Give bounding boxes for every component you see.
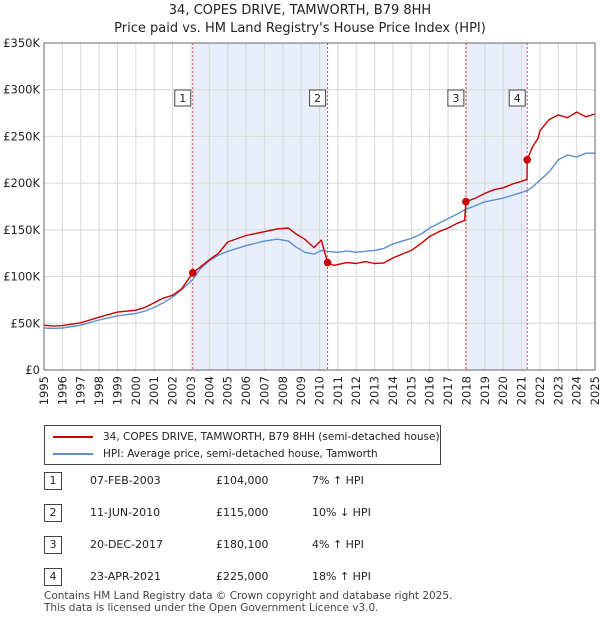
y-tick-label: £150K xyxy=(3,223,40,237)
sale-hpi-diff: 7% ↑ HPI xyxy=(312,474,364,487)
x-tick-label: 2009 xyxy=(294,376,308,405)
sale-row: 1 07-FEB-2003 £104,000 7% ↑ HPI xyxy=(44,472,544,504)
sale-number-badge: 3 xyxy=(44,536,62,554)
sale-marker-box xyxy=(309,89,327,107)
sale-marker-box xyxy=(447,89,465,107)
x-tick-label: 2025 xyxy=(588,376,600,405)
sale-hpi-diff: 10% ↓ HPI xyxy=(312,506,371,519)
x-tick-label: 2020 xyxy=(496,376,510,405)
x-tick-label: 2004 xyxy=(202,376,216,405)
x-tick-label: 2011 xyxy=(331,376,345,405)
plot-border xyxy=(43,42,596,371)
y-tick-label: £50K xyxy=(11,316,41,330)
x-tick-label: 2002 xyxy=(166,376,180,405)
x-tick-label: 2006 xyxy=(239,376,253,405)
sale-point xyxy=(523,155,532,164)
x-tick-label: 2012 xyxy=(349,376,363,405)
x-tick-label: 2015 xyxy=(404,376,418,405)
sale-number-badge: 4 xyxy=(44,568,62,586)
sale-hpi-diff: 4% ↑ HPI xyxy=(312,538,364,551)
sale-row: 2 11-JUN-2010 £115,000 10% ↓ HPI xyxy=(44,504,544,536)
shaded-period xyxy=(192,43,328,370)
x-tick-label: 1999 xyxy=(110,376,124,405)
sale-price: £180,100 xyxy=(216,538,269,551)
y-tick-label: £0 xyxy=(25,363,40,377)
x-tick-label: 2010 xyxy=(313,376,327,405)
sale-row: 3 20-DEC-2017 £180,100 4% ↑ HPI xyxy=(44,536,544,568)
sale-point xyxy=(462,197,470,206)
x-tick-label: 2007 xyxy=(257,376,271,405)
sale-date: 23-APR-2021 xyxy=(90,570,162,583)
sale-price: £104,000 xyxy=(216,474,269,487)
sale-date: 11-JUN-2010 xyxy=(90,506,161,519)
x-tick-label: 2018 xyxy=(459,376,473,405)
sale-marker-box xyxy=(174,89,192,107)
x-tick-label: 2016 xyxy=(423,376,437,405)
footer-line-1: Contains HM Land Registry data © Crown c… xyxy=(44,590,453,602)
sale-number-badge: 2 xyxy=(44,504,62,522)
sale-price: £225,000 xyxy=(216,570,269,583)
y-tick-label: £300K xyxy=(3,83,40,97)
chart-title: 34, COPES DRIVE, TAMWORTH, B79 8HH xyxy=(168,3,432,18)
legend-hpi-label: HPI: Average price, semi-detached house,… xyxy=(103,448,378,460)
price-chart: £0 £50K £100K £150K £200K £250K £300K £350K 1995… xyxy=(3,36,600,405)
sale-date: 07-FEB-2003 xyxy=(90,474,161,487)
footer-line-2: This data is licensed under the Open Gov… xyxy=(44,602,379,614)
sales-table: 1 07-FEB-2003 £104,000 7% ↑ HPI 2 11-JUN… xyxy=(44,472,544,600)
x-tick-label: 1998 xyxy=(92,376,106,405)
sale-marker-label: 4 xyxy=(514,92,521,105)
legend-item-price: 34, COPES DRIVE, TAMWORTH, B79 8HH (semi… xyxy=(53,429,440,445)
x-tick-label: 2019 xyxy=(478,376,492,405)
y-tick-label: £200K xyxy=(3,176,40,190)
sale-marker-label: 2 xyxy=(314,92,321,105)
sale-hpi-diff: 18% ↑ HPI xyxy=(312,570,371,583)
x-tick-label: 2008 xyxy=(276,376,290,405)
y-tick-label: £350K xyxy=(3,36,40,50)
sale-number-badge: 1 xyxy=(44,472,62,490)
sale-price: £115,000 xyxy=(216,506,269,519)
legend-hpi-swatch xyxy=(53,453,93,455)
sale-marker-box xyxy=(508,89,526,107)
x-tick-label: 2022 xyxy=(533,376,547,405)
sale-point xyxy=(188,269,197,277)
sale-row: 4 23-APR-2021 £225,000 18% ↑ HPI xyxy=(44,568,544,600)
sale-point xyxy=(323,258,332,267)
x-tick-label: 2017 xyxy=(441,376,455,405)
x-tick-label: 1996 xyxy=(55,376,69,405)
x-tick-label: 2014 xyxy=(386,376,400,405)
x-tick-label: 2023 xyxy=(551,376,565,405)
footer-notice: Contains HM Land Registry data © Crown c… xyxy=(44,590,452,614)
x-tick-label: 1997 xyxy=(74,376,88,405)
legend-price-label: 34, COPES DRIVE, TAMWORTH, B79 8HH (semi… xyxy=(103,431,440,443)
sale-date: 20-DEC-2017 xyxy=(90,538,164,551)
x-tick-label: 2003 xyxy=(184,376,198,405)
y-tick-label: £250K xyxy=(3,129,40,143)
x-tick-label: 1995 xyxy=(37,376,51,405)
x-tick-label: 2021 xyxy=(515,376,529,405)
legend: 34, COPES DRIVE, TAMWORTH, B79 8HH (semi… xyxy=(44,425,441,465)
sale-marker-label: 3 xyxy=(452,92,459,105)
x-tick-label: 2013 xyxy=(368,376,382,405)
legend-price-swatch xyxy=(53,436,93,438)
x-tick-label: 2024 xyxy=(570,376,584,405)
y-tick-label: £100K xyxy=(3,270,40,284)
x-tick-label: 2001 xyxy=(147,376,161,405)
x-tick-label: 2005 xyxy=(221,376,235,405)
legend-item-hpi: HPI: Average price, semi-detached house,… xyxy=(53,446,378,462)
chart-subtitle: Price paid vs. HM Land Registry's House … xyxy=(114,21,486,36)
sale-marker-label: 1 xyxy=(179,92,186,105)
x-tick-label: 2000 xyxy=(129,376,143,405)
hpi-line xyxy=(43,152,595,330)
price-paid-line xyxy=(43,111,596,327)
